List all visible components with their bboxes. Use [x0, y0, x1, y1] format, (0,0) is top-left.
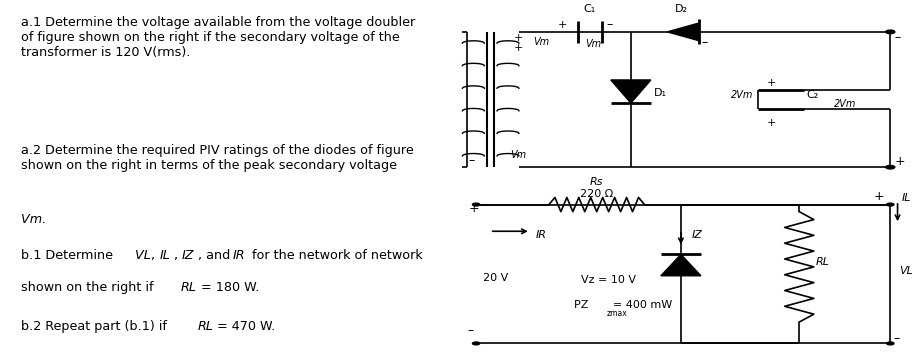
- Text: shown on the right if: shown on the right if: [21, 281, 157, 294]
- Text: +: +: [895, 155, 905, 169]
- Text: 220 Ω: 220 Ω: [580, 189, 613, 199]
- Circle shape: [886, 30, 895, 33]
- Polygon shape: [611, 80, 651, 103]
- Text: 20 V: 20 V: [483, 273, 508, 283]
- Text: Vm: Vm: [510, 150, 526, 160]
- Polygon shape: [661, 254, 701, 276]
- Text: a.1 Determine the voltage available from the voltage doubler
of figure shown on : a.1 Determine the voltage available from…: [21, 16, 415, 59]
- Text: +: +: [515, 33, 524, 43]
- Text: RL: RL: [816, 257, 830, 267]
- Text: IL: IL: [902, 193, 912, 203]
- Text: RL: RL: [198, 320, 213, 333]
- Text: VL: VL: [135, 249, 151, 262]
- Text: IZ: IZ: [692, 230, 703, 240]
- Text: b.1 Determine: b.1 Determine: [21, 249, 117, 262]
- Text: a.2 Determine the required PIV ratings of the diodes of figure
shown on the righ: a.2 Determine the required PIV ratings o…: [21, 144, 414, 172]
- Circle shape: [472, 342, 480, 345]
- Text: Vm.: Vm.: [21, 213, 46, 226]
- Text: = 470 W.: = 470 W.: [213, 320, 276, 333]
- Text: C₂: C₂: [807, 90, 819, 100]
- Text: b.2 Repeat part (b.1) if: b.2 Repeat part (b.1) if: [21, 320, 171, 333]
- Polygon shape: [667, 23, 699, 41]
- Text: +: +: [469, 202, 480, 215]
- Text: D₂: D₂: [675, 4, 687, 14]
- Text: –: –: [467, 325, 473, 337]
- Text: VL: VL: [900, 266, 913, 276]
- Text: –: –: [702, 36, 709, 49]
- Text: Vm: Vm: [585, 39, 601, 49]
- Text: –: –: [893, 332, 900, 345]
- Text: IL: IL: [159, 249, 170, 262]
- Text: Vz = 10 V: Vz = 10 V: [581, 275, 636, 285]
- Text: = 180 W.: = 180 W.: [197, 281, 259, 294]
- Circle shape: [472, 203, 480, 206]
- Text: –: –: [607, 17, 613, 31]
- Text: +: +: [558, 20, 567, 29]
- Text: +: +: [766, 118, 776, 127]
- Text: C₁: C₁: [584, 4, 596, 14]
- Text: –: –: [895, 31, 901, 44]
- Text: 2Vm: 2Vm: [834, 99, 857, 108]
- Text: IZ: IZ: [182, 249, 195, 262]
- Text: D₁: D₁: [653, 88, 666, 98]
- Text: +: +: [766, 78, 776, 88]
- Circle shape: [886, 165, 895, 169]
- Text: –: –: [469, 154, 475, 167]
- Text: , and: , and: [198, 249, 233, 262]
- Circle shape: [887, 342, 894, 345]
- Text: +: +: [515, 43, 524, 54]
- Text: IR: IR: [535, 230, 546, 240]
- Circle shape: [887, 203, 894, 206]
- Text: ,: ,: [174, 249, 182, 262]
- Text: PZ       = 400 mW: PZ = 400 mW: [574, 300, 673, 310]
- Text: Vm: Vm: [533, 37, 550, 47]
- Text: 2Vm: 2Vm: [731, 90, 754, 100]
- Text: +: +: [874, 190, 884, 203]
- Text: IR: IR: [233, 249, 245, 262]
- Text: zmax: zmax: [607, 309, 627, 318]
- Text: for the network of network: for the network of network: [247, 249, 423, 262]
- Text: RL: RL: [180, 281, 197, 294]
- Text: ,: ,: [151, 249, 159, 262]
- Text: Rs: Rs: [590, 177, 604, 187]
